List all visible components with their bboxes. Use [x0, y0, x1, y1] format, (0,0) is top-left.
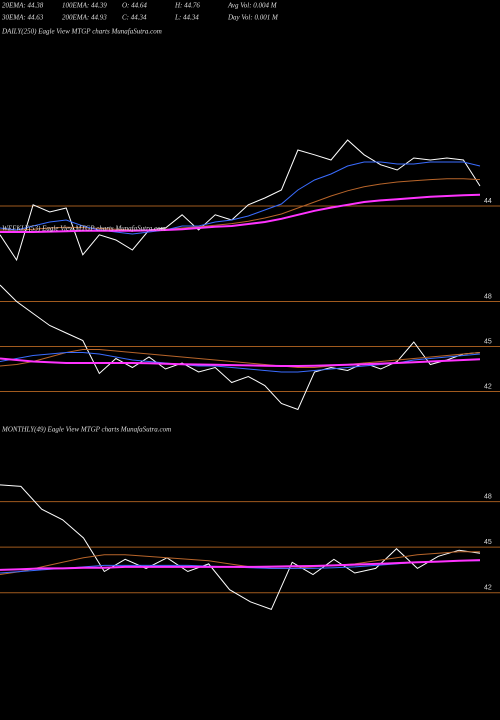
header-item: C: 44.34	[122, 14, 147, 22]
panel-title: MONTHLY(49) Eagle View MTGP charts Munaf…	[1, 426, 171, 434]
y-tick-label: 42	[484, 383, 492, 390]
y-tick-label: 42	[484, 585, 492, 592]
header-item: O: 44.64	[122, 2, 147, 10]
y-tick-label: 48	[484, 293, 492, 300]
series-line	[0, 484, 481, 611]
y-tick-label: 48	[484, 493, 492, 500]
series-line	[0, 193, 481, 233]
header-item: 100EMA: 44.39	[62, 2, 107, 10]
series-line	[0, 551, 480, 575]
series-line	[0, 284, 481, 411]
series-line	[0, 161, 481, 235]
series-line	[0, 178, 481, 231]
series-line	[0, 559, 481, 571]
header-item: Day Vol: 0.001 M	[227, 14, 279, 22]
header-item: Avg Vol: 0.004 M	[227, 2, 278, 10]
header-item: 20EMA: 44.38	[2, 2, 44, 10]
y-tick-label: 44	[484, 198, 492, 205]
header-item: L: 44.34	[174, 14, 199, 22]
y-tick-label: 45	[484, 539, 492, 546]
y-tick-label: 45	[484, 338, 492, 345]
header-item: H: 44.76	[174, 2, 200, 10]
panel-title: WEEKLY(53) Eagle View MTGP charts Munafa…	[2, 225, 166, 233]
header-item: 30EMA: 44.63	[1, 14, 44, 22]
header-item: 200EMA: 44.93	[62, 14, 107, 22]
series-line	[0, 349, 481, 368]
series-line	[0, 357, 481, 367]
panel-title: DAILY(250) Eagle View MTGP charts Munafa…	[1, 28, 162, 36]
series-line	[0, 139, 481, 262]
